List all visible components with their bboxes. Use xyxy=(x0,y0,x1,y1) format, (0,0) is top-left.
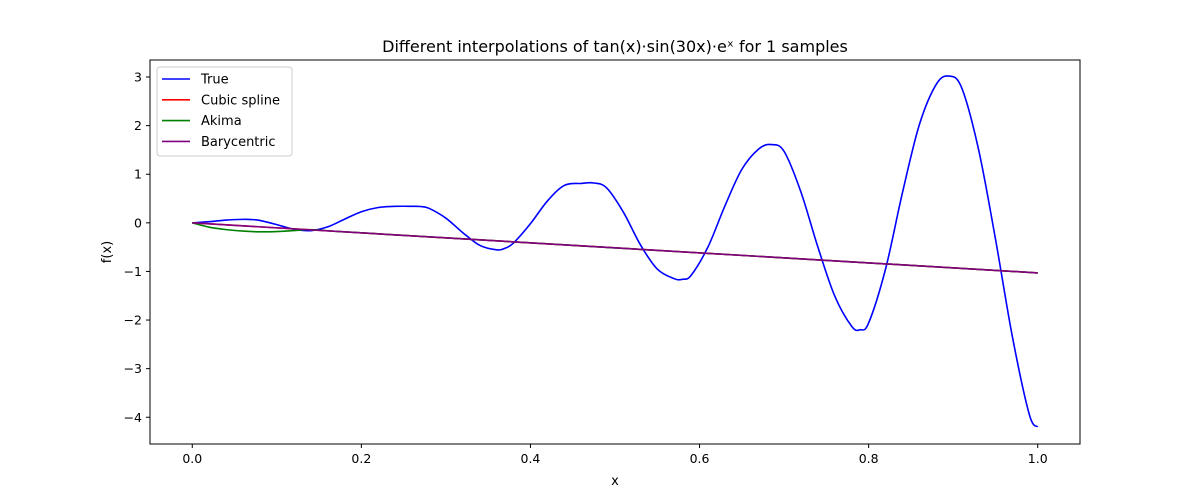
chart-title: Different interpolations of tan(x)·sin(3… xyxy=(382,37,848,56)
y-tick-label: −2 xyxy=(124,313,142,328)
legend-label-cubic-spline: Cubic spline xyxy=(201,93,280,108)
y-tick-label: 0 xyxy=(134,215,142,230)
legend-label-akima: Akima xyxy=(201,114,242,129)
x-axis: 0.0 0.2 0.4 0.6 0.8 1.0 xyxy=(182,444,1048,466)
x-tick-label: 1.0 xyxy=(1028,451,1048,466)
series-line-true xyxy=(192,75,1039,428)
y-tick-label: −3 xyxy=(124,361,142,376)
legend-label-barycentric: Barycentric xyxy=(201,135,276,150)
y-axis-label: f(x) xyxy=(100,241,115,263)
y-tick-label: 1 xyxy=(134,167,142,182)
y-tick-label: 3 xyxy=(134,70,142,85)
x-tick-label: 0.8 xyxy=(859,451,879,466)
legend-label-true: True xyxy=(200,73,229,88)
axes-frame xyxy=(149,59,1081,445)
y-tick-label: −1 xyxy=(124,264,142,279)
series-layer xyxy=(192,75,1039,428)
x-axis-label: x xyxy=(611,474,619,489)
x-tick-label: 0.2 xyxy=(351,451,371,466)
x-tick-label: 0.0 xyxy=(182,451,202,466)
y-axis: 3 2 1 0 −1 −2 −3 −4 xyxy=(124,70,150,425)
x-tick-label: 0.4 xyxy=(521,451,541,466)
y-tick-label: 2 xyxy=(134,118,142,133)
legend-box xyxy=(156,66,293,157)
x-tick-label: 0.6 xyxy=(690,451,710,466)
y-tick-label: −4 xyxy=(124,410,142,425)
legend: True Cubic spline Akima Barycentric xyxy=(156,66,293,157)
series-line-barycentric xyxy=(192,222,1038,274)
